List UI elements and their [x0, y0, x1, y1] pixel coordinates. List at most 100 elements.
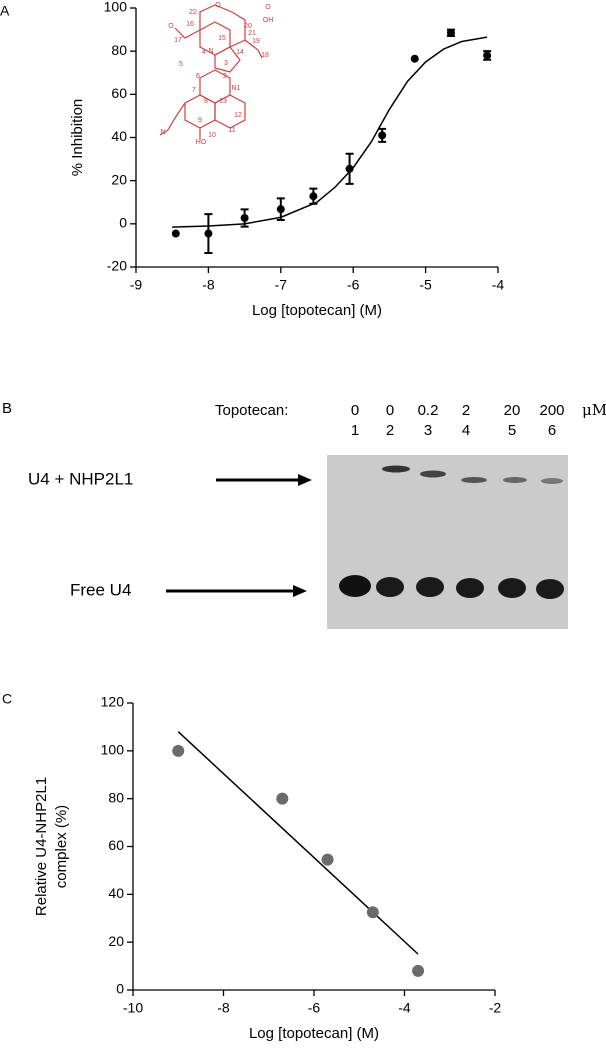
x-tick-label: -8 — [202, 277, 215, 293]
x-tick-label: -4 — [398, 1000, 411, 1016]
structure-label: N — [160, 129, 165, 136]
y-tick-label: 60 — [111, 85, 127, 101]
panel-label: B — [2, 400, 12, 417]
data-point — [172, 744, 185, 757]
gel-image — [327, 455, 568, 629]
y-tick-label: 0 — [119, 215, 127, 231]
data-point — [412, 964, 425, 977]
structure-label: N1 — [232, 85, 241, 92]
data-point — [309, 192, 318, 201]
lane-label: 5 — [508, 422, 516, 439]
lane-label: 4 — [462, 422, 470, 439]
y-tick-label: 20 — [108, 933, 124, 949]
y-tick-label: 80 — [108, 789, 124, 805]
data-point — [345, 164, 354, 173]
structure-label: 6 — [196, 73, 200, 80]
panel-label: A — [0, 3, 10, 19]
gel-band — [456, 578, 484, 598]
gel: B Topotecan: μM U4 + NHP2L1 Free U4 — [2, 400, 606, 629]
data-point — [321, 853, 334, 866]
data-point — [204, 229, 213, 238]
x-tick-label: -9 — [130, 277, 143, 293]
structure-label: 12 — [234, 112, 242, 119]
band-label: U4 + NHP2L1 — [28, 469, 133, 488]
concentration-label: 0.2 — [418, 402, 439, 419]
structure-bond — [174, 27, 201, 39]
structure-label: 11 — [228, 127, 235, 134]
unit-label: μM — [582, 401, 606, 419]
structure-label: O — [215, 2, 221, 9]
structure-label: 8 — [204, 98, 208, 105]
x-tick-label: -6 — [347, 277, 360, 293]
structure-label: 19 — [252, 38, 260, 45]
arrow-head — [293, 585, 307, 597]
structure-ring — [214, 46, 241, 73]
data-point — [171, 229, 180, 238]
data-point — [276, 792, 289, 805]
panel-label: C — [2, 691, 12, 707]
structure-label: 21 — [248, 30, 256, 37]
structure-label: 7 — [192, 87, 196, 94]
y-tick-label: 80 — [111, 42, 127, 58]
structure-label: 5 — [179, 61, 183, 68]
y-tick-label: 20 — [111, 171, 127, 187]
x-axis-label: Log [topotecan] (M) — [249, 1025, 379, 1042]
structure-label: 2 — [223, 73, 227, 80]
y-tick-label: 100 — [101, 742, 125, 758]
x-tick-label: -5 — [419, 277, 432, 293]
x-axis-label: Log [topotecan] (M) — [252, 302, 382, 319]
gel-band — [382, 465, 410, 473]
gel-band — [339, 575, 371, 597]
structure-label: 15 — [218, 35, 226, 42]
gel-band — [541, 478, 563, 484]
x-tick-label: -4 — [492, 277, 505, 293]
gel-band — [498, 578, 526, 598]
structure-bond — [244, 39, 263, 59]
data-point — [483, 51, 492, 60]
concentration-label: 20 — [504, 402, 521, 419]
data-point — [240, 214, 249, 223]
data-point — [276, 205, 285, 214]
gel-band — [376, 577, 404, 597]
structure-label: 13 — [219, 98, 227, 105]
arrow-head — [298, 474, 312, 486]
structure-ring — [214, 94, 246, 129]
x-tick-label: -10 — [123, 1000, 143, 1016]
lane-label: 6 — [548, 422, 556, 439]
structure-label: HO — [196, 139, 207, 146]
x-tick-label: -7 — [275, 277, 288, 293]
y-tick-label: 40 — [108, 885, 124, 901]
structure-label: 17 — [174, 37, 182, 44]
y-tick-label: 120 — [101, 694, 125, 710]
y-tick-label: -20 — [107, 258, 127, 274]
structure-label: 9 — [198, 117, 202, 124]
fit-line — [172, 36, 488, 228]
fit-line — [177, 731, 419, 955]
lane-label: 1 — [351, 422, 359, 439]
structure-label: O — [265, 4, 271, 11]
concentration-label: 200 — [539, 402, 564, 419]
gel-band — [416, 577, 444, 597]
structure-label: 16 — [186, 21, 194, 28]
gel-band — [461, 477, 487, 483]
data-point — [410, 54, 419, 63]
x-tick-label: -2 — [489, 1000, 502, 1016]
x-tick-label: -6 — [308, 1000, 321, 1016]
structure-label: 18 — [261, 52, 269, 59]
structure-label: 22 — [189, 9, 197, 16]
structure-label: 10 — [208, 132, 216, 139]
structure-label: 3 — [224, 60, 228, 67]
x-tick-label: -8 — [217, 1000, 230, 1016]
structure-label: O — [168, 23, 174, 30]
gel-band — [536, 579, 564, 599]
y-axis-label: % Inhibition — [69, 99, 86, 177]
concentration-label: 2 — [462, 402, 470, 419]
structure-label: 4 — [202, 49, 206, 56]
concentration-label: 0 — [351, 402, 359, 419]
y-tick-label: 100 — [104, 0, 128, 15]
band-label: Free U4 — [70, 580, 131, 599]
gel-band — [420, 470, 446, 478]
y-axis-label: Relative U4-NHP2L1 — [33, 777, 50, 916]
structure-label: 20 — [244, 23, 252, 30]
